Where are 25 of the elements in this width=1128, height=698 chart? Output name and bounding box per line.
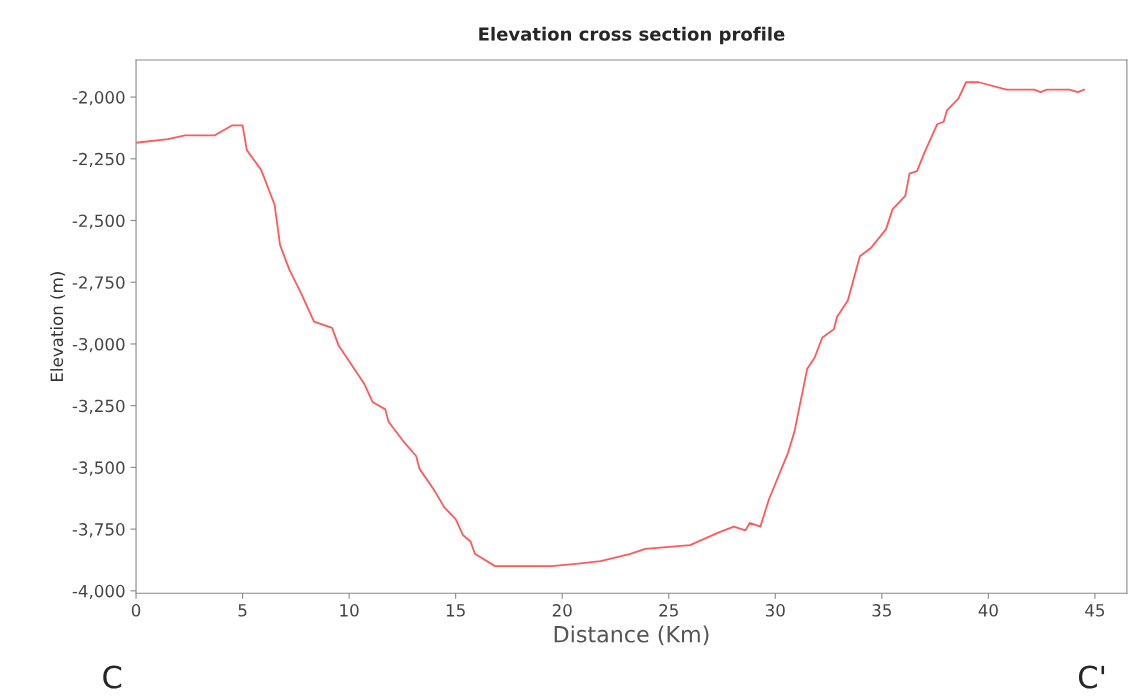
- x-tick-label: 35: [872, 604, 891, 617]
- y-tick-label: -3,500: [72, 461, 125, 476]
- x-tick-label: 10: [340, 604, 359, 617]
- x-tick-label: 25: [659, 604, 678, 617]
- x-tick-label: 15: [446, 604, 465, 617]
- x-tick-label: 30: [765, 604, 785, 617]
- x-tick-label: 45: [1085, 604, 1105, 617]
- chart-title: Elevation cross section profile: [479, 26, 785, 45]
- line-series: [136, 81, 1086, 568]
- text: C: [103, 665, 122, 689]
- y-tick-label: -4,000: [72, 584, 125, 600]
- y-tick-label: -2,250: [72, 152, 125, 168]
- x-tick-label: 20: [552, 604, 572, 617]
- y-tick-label: -3,000: [72, 337, 125, 353]
- y-tick-label: -2,000: [72, 91, 125, 106]
- y-tick-label: -2,750: [72, 276, 125, 291]
- y-tick-label: -3,250: [72, 399, 125, 414]
- x-tick-label: 0: [131, 604, 141, 617]
- y-tick-label: -2,500: [72, 214, 125, 229]
- y-tick-label: -3,750: [72, 523, 125, 538]
- text: C': [1078, 665, 1105, 689]
- x-axis-title: Distance (Km): [554, 625, 709, 646]
- x-tick-label: 5: [238, 604, 247, 617]
- y-axis-title: Elevation (m): [50, 272, 66, 382]
- x-tick-label: 40: [978, 604, 998, 617]
